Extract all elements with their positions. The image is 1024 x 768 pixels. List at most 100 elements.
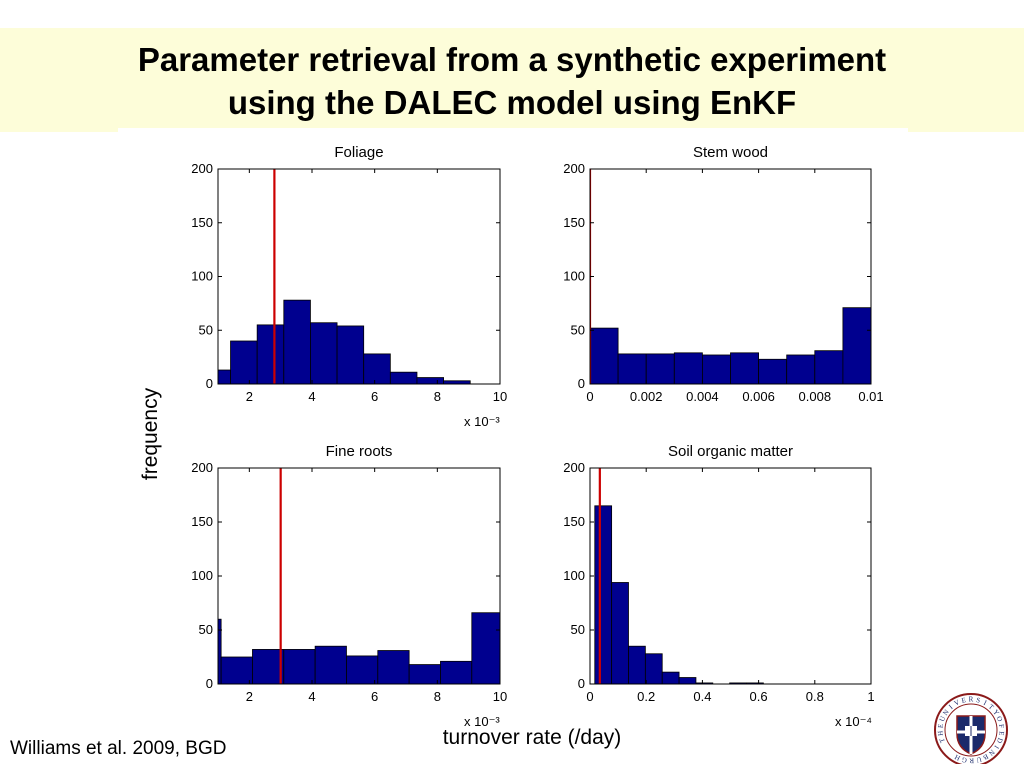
x-tick-label: 0 bbox=[586, 689, 593, 704]
panel-2: 0 0.002 0.004 0.006 0.008 0.01 0 50 100 150 200 Ste… bbox=[563, 144, 883, 404]
histogram-bar bbox=[440, 660, 473, 684]
plot-area bbox=[590, 169, 871, 384]
crest-letter: E bbox=[997, 731, 1005, 736]
histogram-bar bbox=[416, 377, 445, 384]
bar-group bbox=[218, 468, 500, 684]
y-axis-label: frequency bbox=[139, 387, 162, 480]
histogram-bar bbox=[645, 353, 675, 384]
x-tick-label: 0.4 bbox=[693, 689, 711, 704]
y-tick-label: 150 bbox=[191, 514, 213, 529]
crest-letter: G bbox=[961, 755, 968, 764]
histogram-bar bbox=[673, 352, 703, 384]
title-line-1: Parameter retrieval from a synthetic exp… bbox=[137, 41, 887, 78]
x-tick-label: 0.006 bbox=[742, 389, 775, 404]
histogram-bar bbox=[256, 324, 285, 384]
histogram-bar bbox=[336, 325, 365, 384]
x-tick-label: 0.004 bbox=[686, 389, 719, 404]
citation: Williams et al. 2009, BGD bbox=[10, 738, 227, 759]
histogram-bar bbox=[377, 650, 410, 684]
y-tick-label: 200 bbox=[563, 460, 585, 475]
histogram-bar bbox=[730, 352, 760, 384]
crest-letter: I bbox=[992, 744, 1000, 751]
panel-title: Foliage bbox=[334, 144, 383, 161]
x-tick-label: 10 bbox=[493, 689, 507, 704]
histogram-bar bbox=[408, 664, 441, 684]
crest-letter: E bbox=[961, 696, 967, 705]
histogram-bar bbox=[611, 582, 629, 684]
crest-letter: N bbox=[987, 748, 996, 757]
y-tick-label: 100 bbox=[191, 269, 213, 284]
crest-letter: O bbox=[995, 715, 1004, 723]
x-axis-label: turnover rate (/day) bbox=[443, 726, 622, 749]
x-multiplier: x 10⁻³ bbox=[464, 414, 500, 429]
crest-letter: R bbox=[969, 696, 974, 704]
crest-letter: R bbox=[969, 756, 974, 764]
y-tick-label: 0 bbox=[206, 676, 213, 691]
x-tick-label: 4 bbox=[308, 389, 315, 404]
y-tick-label: 0 bbox=[578, 376, 585, 391]
crest-letter: U bbox=[975, 755, 982, 764]
histogram-bar bbox=[814, 350, 844, 384]
x-tick-label: 6 bbox=[371, 389, 378, 404]
x-multiplier: x 10⁻³ bbox=[464, 714, 500, 729]
histogram-bar bbox=[590, 327, 619, 384]
histogram-bar bbox=[628, 645, 646, 684]
x-tick-label: 0.2 bbox=[637, 689, 655, 704]
title-line-2: using the DALEC model using EnKF bbox=[227, 84, 797, 121]
panel-title: Soil organic matter bbox=[668, 443, 793, 460]
x-tick-label: 8 bbox=[434, 389, 441, 404]
y-tick-label: 150 bbox=[563, 215, 585, 230]
y-tick-label: 50 bbox=[199, 322, 213, 337]
x-tick-label: 2 bbox=[246, 689, 253, 704]
y-tick-label: 150 bbox=[191, 215, 213, 230]
crest-letter: N bbox=[941, 708, 950, 717]
histogram-bar bbox=[644, 653, 663, 684]
bar-group bbox=[218, 169, 471, 384]
histogram-bar bbox=[758, 358, 788, 384]
x-tick-label: 4 bbox=[308, 689, 315, 704]
x-tick-label: 8 bbox=[434, 689, 441, 704]
histogram-bar bbox=[594, 505, 613, 684]
crest-letter: T bbox=[938, 736, 947, 743]
y-tick-label: 0 bbox=[578, 676, 585, 691]
histogram-bar bbox=[310, 322, 338, 384]
crest-letter: I bbox=[947, 703, 955, 711]
histogram-bar bbox=[702, 354, 731, 384]
histogram-bar bbox=[389, 371, 418, 384]
histogram-bar bbox=[346, 655, 379, 684]
histogram-bar bbox=[218, 618, 222, 684]
x-multiplier: x 10⁻⁴ bbox=[835, 714, 872, 729]
y-tick-label: 100 bbox=[563, 269, 585, 284]
histogram-bar bbox=[842, 307, 871, 384]
crest-letter: H bbox=[953, 753, 961, 762]
histogram-bar bbox=[661, 671, 680, 684]
crest-letter: F bbox=[997, 724, 1005, 729]
y-tick-label: 0 bbox=[206, 376, 213, 391]
x-tick-label: 0.008 bbox=[799, 389, 832, 404]
y-tick-label: 100 bbox=[191, 568, 213, 583]
y-tick-label: 50 bbox=[571, 322, 585, 337]
y-tick-label: 200 bbox=[563, 161, 585, 176]
histogram-bar bbox=[220, 656, 253, 684]
panel-4: 0 0.2 0.4 0.6 0.8 1 0 50 100 150 200 Soil organic m… bbox=[563, 443, 874, 729]
y-tick-label: 50 bbox=[199, 622, 213, 637]
histogram-bar bbox=[678, 677, 697, 684]
x-tick-label: 0.8 bbox=[806, 689, 824, 704]
crest-letter: T bbox=[987, 703, 996, 712]
x-tick-label: 0.6 bbox=[750, 689, 768, 704]
crest-letter: U bbox=[938, 715, 947, 723]
histogram-bar bbox=[283, 299, 311, 384]
x-tick-label: 6 bbox=[371, 689, 378, 704]
histogram-bar bbox=[617, 353, 647, 384]
x-tick-label: 1 bbox=[867, 689, 874, 704]
histogram-bar bbox=[786, 354, 816, 384]
bar-group bbox=[590, 169, 871, 384]
crest-letter: E bbox=[937, 723, 945, 728]
histogram-bar bbox=[314, 645, 347, 684]
histogram-bar bbox=[471, 612, 500, 684]
y-tick-label: 200 bbox=[191, 460, 213, 475]
